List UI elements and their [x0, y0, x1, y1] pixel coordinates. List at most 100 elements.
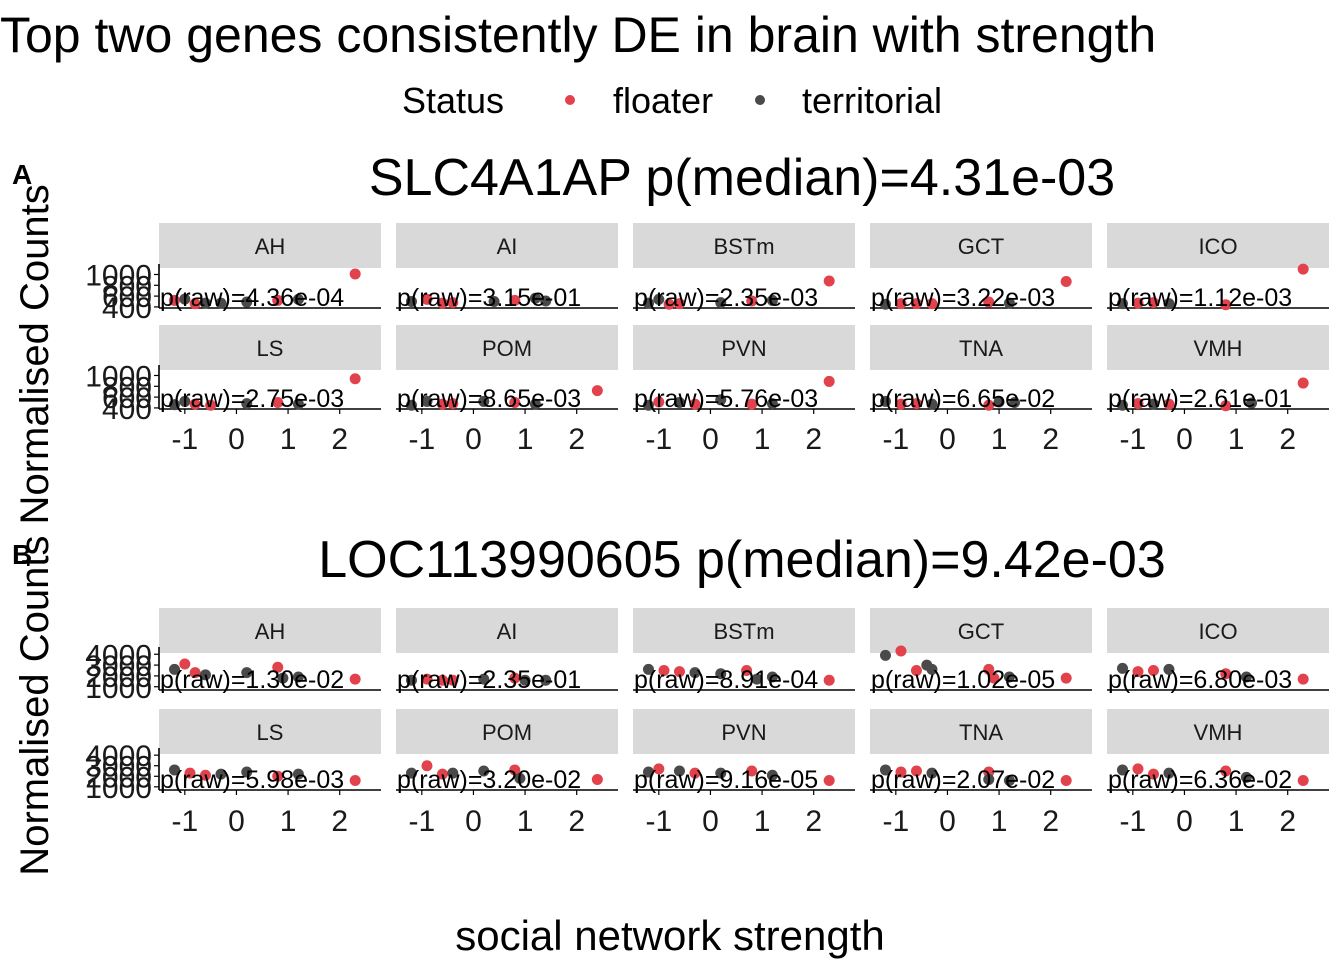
data-point-territorial — [277, 672, 289, 684]
x-tick-label: 1 — [280, 423, 297, 456]
data-point-territorial — [1116, 764, 1128, 776]
data-point-territorial — [179, 395, 191, 407]
data-point-territorial — [1163, 298, 1175, 310]
facet-strip-label: ICO — [1198, 234, 1237, 259]
data-point-territorial — [241, 398, 253, 410]
x-tick-label: -1 — [408, 423, 435, 456]
data-point-floater — [673, 666, 685, 678]
facet-strip-label: VMH — [1194, 336, 1243, 361]
facet-strip-label: TNA — [959, 720, 1003, 745]
data-point-territorial — [983, 773, 995, 785]
facet-strip — [396, 325, 618, 370]
data-point-floater — [168, 294, 180, 306]
data-point-floater — [1220, 765, 1232, 777]
x-tick-label: 1 — [991, 805, 1008, 838]
facet-strip-label: AH — [255, 619, 286, 644]
data-point-floater — [421, 293, 433, 305]
tag-b: B — [12, 539, 32, 570]
data-point-floater — [1297, 673, 1309, 685]
data-point-floater — [421, 760, 433, 772]
facet-panel-pom: POM p(raw)=3.20e-02 -1 0 1 2 — [396, 709, 618, 838]
data-point-floater — [272, 770, 284, 782]
gene-title-a: SLC4A1AP p(median)=4.31e-03 — [369, 149, 1115, 207]
p-raw-label: p(raw)=1.30e-02 — [160, 666, 344, 694]
data-point-floater — [349, 673, 361, 685]
facet-strip-label: POM — [482, 336, 532, 361]
data-point-floater — [447, 297, 459, 309]
p-raw-label: p(raw)=2.07e-02 — [871, 766, 1055, 794]
p-raw-label: p(raw)=3.22e-03 — [871, 284, 1055, 312]
data-point-territorial — [405, 399, 417, 411]
data-point-territorial — [715, 394, 727, 406]
facet-panel-vmh: VMH p(raw)=2.61e-01 -1 0 1 2 — [1107, 325, 1329, 456]
data-point-floater — [189, 298, 201, 310]
x-tick-label: 0 — [465, 805, 482, 838]
data-point-floater — [910, 765, 922, 777]
data-point-territorial — [642, 766, 654, 778]
facet-strip-label: BSTm — [713, 619, 774, 644]
p-raw-label: p(raw)=2.75e-03 — [160, 385, 344, 413]
facet-strip-label: AI — [497, 619, 518, 644]
tag-a: A — [12, 159, 32, 190]
x-tick-label: 1 — [754, 805, 771, 838]
x-axis-label: social network strength — [455, 912, 885, 959]
data-point-territorial — [199, 297, 211, 309]
legend-key-territorial — [755, 95, 765, 105]
p-raw-label: p(raw)=5.98e-03 — [160, 766, 344, 794]
data-point-territorial — [1003, 297, 1015, 309]
data-point-territorial — [1163, 767, 1175, 779]
p-raw-label: p(raw)=2.61e-01 — [1108, 385, 1292, 413]
facet-strip — [633, 709, 855, 754]
data-point-territorial — [405, 767, 417, 779]
x-tick-label: 0 — [228, 805, 245, 838]
data-point-floater — [436, 297, 448, 309]
y-axis-label: Normalised Counts Normalised Counts — [13, 184, 57, 875]
x-tick-label: 1 — [280, 805, 297, 838]
data-point-territorial — [529, 292, 541, 304]
x-tick-label: -1 — [645, 805, 672, 838]
facet-panel-gct: GCT p(raw)=1.02e-05 — [870, 608, 1092, 694]
p-raw-label: p(raw)=6.65e-02 — [871, 385, 1055, 413]
data-point-territorial — [1116, 662, 1128, 674]
data-point-floater — [988, 672, 1000, 684]
data-point-territorial — [766, 398, 778, 410]
data-point-territorial — [179, 293, 191, 305]
x-tick-label: 1 — [991, 423, 1008, 456]
facet-panel-bstm: BSTm p(raw)=2.35e-03 — [633, 223, 855, 312]
data-point-floater — [983, 663, 995, 675]
data-point-floater — [1147, 297, 1159, 309]
data-point-territorial — [1163, 663, 1175, 675]
data-point-territorial — [488, 296, 500, 308]
p-raw-label: p(raw)=4.36e-04 — [160, 284, 344, 312]
data-point-territorial — [529, 398, 541, 410]
data-point-territorial — [642, 297, 654, 309]
data-point-floater — [447, 674, 459, 686]
x-tick-label: 2 — [805, 423, 822, 456]
data-point-floater — [1220, 400, 1232, 412]
data-point-territorial — [1116, 399, 1128, 411]
p-raw-label: p(raw)=9.16e-05 — [634, 766, 818, 794]
y-tick-label: 600 — [102, 281, 152, 314]
data-point-territorial — [1240, 771, 1252, 783]
p-raw-label: p(raw)=3.20e-02 — [397, 766, 581, 794]
data-point-territorial — [540, 295, 552, 307]
data-point-territorial — [673, 397, 685, 409]
data-point-floater — [983, 296, 995, 308]
data-point-territorial — [715, 767, 727, 779]
data-point-floater — [746, 295, 758, 307]
x-tick-label: -1 — [882, 805, 909, 838]
data-point-floater — [349, 268, 361, 280]
x-tick-label: 0 — [228, 423, 245, 456]
data-point-floater — [823, 775, 835, 786]
data-point-floater — [746, 765, 758, 777]
data-point-floater — [272, 661, 284, 673]
y-tick-label: 3000 — [85, 751, 152, 784]
data-point-floater — [689, 767, 701, 779]
x-tick-label: 2 — [331, 423, 348, 456]
data-point-territorial — [292, 768, 304, 780]
data-point-territorial — [405, 674, 417, 686]
legend-label-floater: floater — [613, 80, 713, 121]
